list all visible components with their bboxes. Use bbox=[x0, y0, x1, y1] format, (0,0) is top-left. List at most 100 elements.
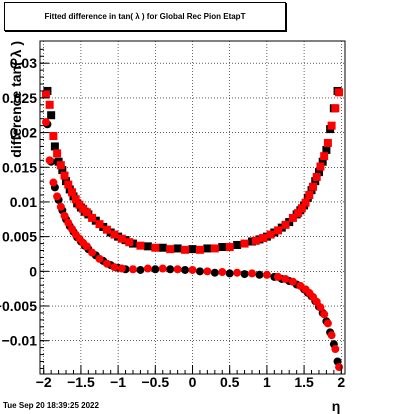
data-point-circle bbox=[335, 363, 344, 372]
data-point-circle bbox=[143, 264, 152, 273]
data-point-circle bbox=[274, 272, 283, 281]
data-point-square bbox=[82, 208, 91, 217]
data-point-circle bbox=[210, 268, 219, 277]
data-point-circle bbox=[41, 118, 50, 127]
data-point-square bbox=[181, 245, 190, 254]
chart-title: Fitted difference in tan( λ ) for Global… bbox=[44, 12, 246, 21]
data-point-square bbox=[240, 239, 249, 248]
data-point-square bbox=[335, 88, 344, 97]
data-point-circle bbox=[173, 265, 182, 274]
data-point-square bbox=[323, 138, 332, 147]
data-point-square bbox=[88, 213, 97, 222]
data-point-square bbox=[288, 213, 297, 222]
x-axis-label: η bbox=[332, 398, 341, 414]
y-tick-label: 0.005 bbox=[2, 229, 37, 245]
data-point-square bbox=[281, 220, 290, 229]
x-tick-label: −1.5 bbox=[67, 374, 95, 390]
series-3 bbox=[41, 118, 344, 372]
y-tick-label: −0.005 bbox=[0, 298, 37, 314]
data-point-circle bbox=[102, 259, 111, 268]
data-point-circle bbox=[151, 265, 160, 274]
data-point-square bbox=[316, 162, 325, 171]
data-point-square bbox=[60, 171, 69, 180]
data-point-square bbox=[49, 132, 58, 141]
timestamp: Tue Sep 20 18:39:25 2022 bbox=[3, 401, 99, 410]
data-point-square bbox=[322, 145, 331, 154]
data-point-square bbox=[312, 172, 321, 181]
data-point-circle bbox=[117, 264, 126, 273]
data-point-circle bbox=[288, 277, 297, 286]
data-point-square bbox=[274, 226, 283, 235]
data-point-circle bbox=[255, 270, 264, 279]
data-point-square bbox=[314, 168, 323, 177]
data-point-square bbox=[294, 209, 303, 218]
data-point-square bbox=[151, 243, 160, 252]
data-point-square bbox=[251, 236, 260, 245]
data-point-square bbox=[259, 234, 268, 243]
y-tick-label: 0.025 bbox=[2, 90, 37, 106]
data-point-square bbox=[166, 245, 175, 254]
data-point-circle bbox=[181, 265, 190, 274]
chart-title-box: Fitted difference in tan( λ ) for Global… bbox=[4, 2, 286, 31]
data-point-square bbox=[75, 200, 84, 209]
data-point-square bbox=[188, 245, 197, 254]
y-tick-label: 0.01 bbox=[10, 194, 37, 210]
data-point-circle bbox=[320, 310, 329, 319]
data-point-square bbox=[173, 244, 182, 253]
y-tick-label: 0 bbox=[29, 263, 37, 279]
x-tick-label: 0 bbox=[189, 374, 197, 390]
data-point-square bbox=[233, 240, 242, 249]
y-tick-label: −0.01 bbox=[2, 333, 38, 349]
data-point-circle bbox=[95, 254, 104, 263]
data-point-circle bbox=[248, 269, 257, 278]
data-point-circle bbox=[327, 331, 336, 340]
data-point-square bbox=[327, 121, 336, 130]
data-point-square bbox=[102, 225, 111, 234]
data-point-circle bbox=[88, 248, 97, 257]
data-point-square bbox=[158, 243, 167, 252]
data-point-square bbox=[301, 198, 310, 207]
data-point-circle bbox=[60, 211, 69, 220]
x-tick-label: −0.5 bbox=[141, 374, 169, 390]
data-point-circle bbox=[136, 265, 145, 274]
data-point-square bbox=[143, 242, 152, 251]
data-point-square bbox=[318, 157, 327, 166]
data-point-circle bbox=[240, 270, 249, 279]
data-point-square bbox=[71, 195, 80, 204]
data-point-square bbox=[41, 90, 50, 99]
x-tick-label: −2 bbox=[36, 374, 52, 390]
data-point-square bbox=[53, 149, 62, 158]
data-point-square bbox=[117, 234, 126, 243]
data-point-circle bbox=[82, 242, 91, 251]
data-point-square bbox=[320, 152, 329, 161]
data-point-circle bbox=[128, 265, 137, 274]
data-point-square bbox=[67, 188, 76, 197]
data-point-circle bbox=[110, 263, 119, 272]
data-point-circle bbox=[49, 178, 58, 187]
data-point-circle bbox=[225, 269, 234, 278]
data-point-square bbox=[309, 182, 318, 191]
data-point-circle bbox=[331, 345, 340, 354]
data-point-circle bbox=[158, 264, 167, 273]
data-point-circle bbox=[45, 156, 54, 165]
data-point-square bbox=[110, 230, 119, 239]
data-point-circle bbox=[64, 218, 73, 227]
data-point-circle bbox=[218, 268, 227, 277]
data-point-circle bbox=[323, 319, 332, 328]
data-point-circle bbox=[262, 270, 271, 279]
data-point-square bbox=[311, 177, 320, 186]
data-point-square bbox=[58, 166, 67, 175]
data-point-square bbox=[225, 243, 234, 252]
data-point-circle bbox=[203, 267, 212, 276]
data-point-square bbox=[266, 230, 275, 239]
data-point-circle bbox=[233, 268, 242, 277]
x-tick-label: 1.5 bbox=[294, 374, 314, 390]
data-point-circle bbox=[281, 274, 290, 283]
data-point-square bbox=[125, 238, 134, 247]
data-point-square bbox=[47, 111, 56, 120]
x-tick-label: 0.5 bbox=[220, 374, 240, 390]
series-1 bbox=[41, 88, 344, 254]
data-point-circle bbox=[166, 265, 175, 274]
